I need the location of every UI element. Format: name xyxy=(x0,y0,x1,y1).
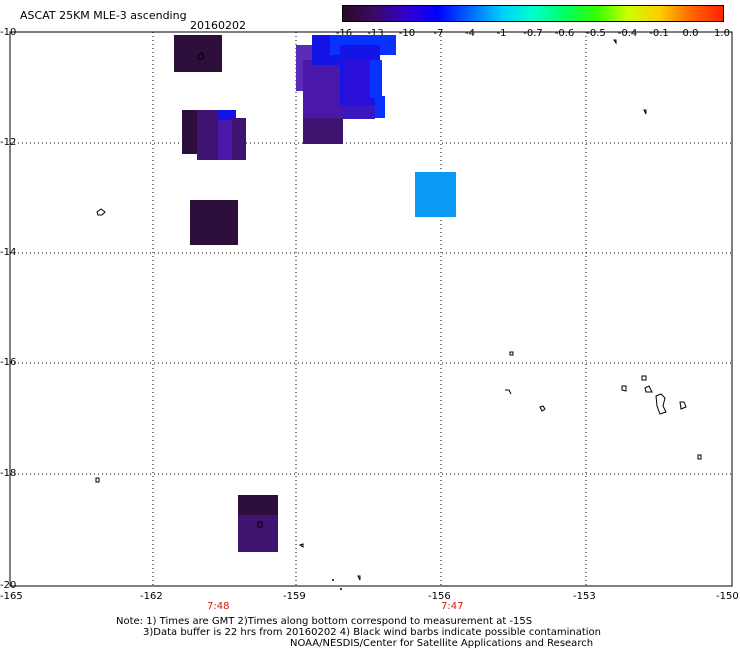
y-tick-label: -16 xyxy=(0,357,17,368)
note-line-2: 3)Data buffer is 22 hrs from 20160202 4)… xyxy=(143,627,601,638)
y-tick-label: -18 xyxy=(0,468,17,479)
island-7 xyxy=(641,375,647,381)
cell-block-13 xyxy=(190,200,238,245)
x-tick-label: -153 xyxy=(573,591,596,602)
colorbar-tick-label: 1.0 xyxy=(714,28,730,39)
cell-up-10 xyxy=(343,105,375,119)
island-1 xyxy=(197,52,205,61)
cell-up-7 xyxy=(343,60,371,110)
cell-bottom-block-top xyxy=(238,495,278,515)
colorbar-tick-label: -0.7 xyxy=(523,28,543,39)
colorbar-tick-label: -1 xyxy=(496,28,507,39)
colorbar-gradient xyxy=(343,6,723,21)
colorbar-tick-label: -0.4 xyxy=(617,28,638,39)
colorbar-tick-label: -10 xyxy=(398,28,416,39)
time-label: 7:48 xyxy=(207,601,230,612)
y-tick-label: -12 xyxy=(0,137,17,148)
colorbar-tick-label: 0.0 xyxy=(682,28,699,39)
island-8 xyxy=(644,385,653,393)
x-tick-label: -165 xyxy=(0,591,23,602)
y-tick-label: -20 xyxy=(0,580,17,591)
x-tick-label: -162 xyxy=(140,591,163,602)
x-tick-label: -156 xyxy=(428,591,451,602)
grid-horizontal xyxy=(10,142,732,475)
data-cells xyxy=(174,35,456,552)
island-15 xyxy=(357,575,361,581)
island-dot-2 xyxy=(340,588,342,590)
note-line-3: NOAA/NESDIS/Center for Satellite Applica… xyxy=(290,638,594,649)
island-14 xyxy=(298,543,304,548)
island-dots xyxy=(332,579,342,590)
time-label: 7:47 xyxy=(441,601,464,612)
cell-up-11 xyxy=(386,35,396,55)
island-5 xyxy=(539,405,546,412)
colorbar-tick-label: -0.1 xyxy=(649,28,669,39)
cell-cluster-a3 xyxy=(218,110,236,122)
island-12 xyxy=(95,477,100,483)
colorbar-tick-label: -0.6 xyxy=(554,28,575,39)
x-tick-label: -159 xyxy=(283,591,306,602)
x-tick-label: -150 xyxy=(716,591,739,602)
cell-cluster-a5 xyxy=(232,118,246,160)
island-2 xyxy=(96,208,106,216)
island-11 xyxy=(697,454,702,460)
y-tick-label: -10 xyxy=(0,27,17,38)
y-tick-label: -14 xyxy=(0,247,17,258)
colorbar-tick-label: -13 xyxy=(367,28,384,39)
cell-up-9 xyxy=(375,96,385,118)
cell-up-8 xyxy=(370,60,382,98)
island-9 xyxy=(655,393,667,415)
island-16 xyxy=(613,39,617,45)
colorbar-tick-label: -16 xyxy=(335,28,353,39)
grid-vertical xyxy=(152,32,587,586)
plot-frame xyxy=(9,31,733,587)
colorbar-tick-label: -7 xyxy=(433,28,444,39)
island-dot-1 xyxy=(332,579,334,581)
colorbar-tick-label: -0.5 xyxy=(586,28,606,39)
island-3 xyxy=(509,351,514,356)
colorbar-tick-label: -4 xyxy=(465,28,475,39)
map-date: 20160202 xyxy=(190,19,246,32)
cell-cluster-a4 xyxy=(218,120,234,160)
note-line-1: Note: 1) Times are GMT 2)Times along bot… xyxy=(116,616,533,627)
cell-cluster-a2 xyxy=(197,110,219,160)
cell-topleft-block xyxy=(174,35,222,72)
cell-cluster-a1 xyxy=(182,110,198,154)
islands xyxy=(95,39,702,581)
map-title: ASCAT 25KM MLE-3 ascending xyxy=(20,9,187,22)
cell-up-3 xyxy=(303,118,343,144)
island-6 xyxy=(621,385,627,392)
island-13 xyxy=(257,521,263,528)
island-4 xyxy=(505,389,512,395)
colorbar xyxy=(342,5,724,22)
island-10 xyxy=(679,401,687,410)
island-17 xyxy=(643,109,647,115)
cell-up-2 xyxy=(303,60,343,118)
cell-sky-blue xyxy=(415,172,456,217)
